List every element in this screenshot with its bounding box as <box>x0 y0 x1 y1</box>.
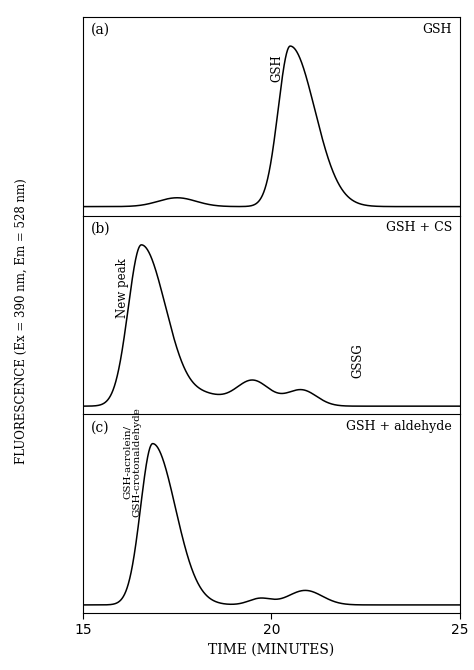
Text: GSH: GSH <box>423 23 452 36</box>
Text: New peak: New peak <box>116 259 129 318</box>
Text: GSH-acrolein/
GSH-crotonaldehyde: GSH-acrolein/ GSH-crotonaldehyde <box>123 407 141 517</box>
Text: FLUORESCENCE (Ex = 390 nm, Em = 528 nm): FLUORESCENCE (Ex = 390 nm, Em = 528 nm) <box>15 179 28 464</box>
Text: (c): (c) <box>91 420 109 434</box>
Text: (b): (b) <box>91 222 110 235</box>
Text: GSH + CS: GSH + CS <box>386 222 452 234</box>
X-axis label: TIME (MINUTES): TIME (MINUTES) <box>208 643 335 657</box>
Text: GSH: GSH <box>271 54 283 82</box>
Text: GSSG: GSSG <box>352 344 365 379</box>
Text: GSH + aldehyde: GSH + aldehyde <box>346 420 452 433</box>
Text: (a): (a) <box>91 23 109 37</box>
